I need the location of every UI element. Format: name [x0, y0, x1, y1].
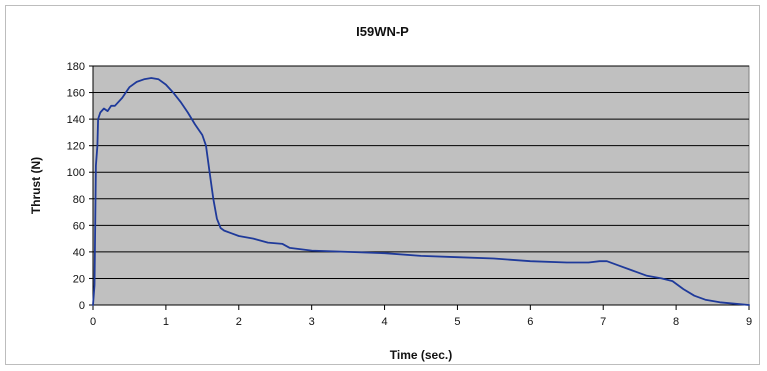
thrust-series-line — [92, 77, 750, 306]
y-tick-label: 180 — [67, 61, 85, 73]
x-tick-label: 0 — [90, 316, 96, 328]
x-axis-title: Time (sec.) — [390, 348, 452, 362]
y-tick-label: 20 — [73, 273, 85, 285]
x-tick-label: 9 — [746, 316, 752, 328]
chart-title: I59WN-P — [356, 24, 409, 39]
y-tick-label: 60 — [73, 220, 85, 232]
y-tick-label: 0 — [79, 300, 85, 312]
x-tick-label: 6 — [527, 316, 533, 328]
y-tick-label: 80 — [73, 194, 85, 206]
y-tick-label: 160 — [67, 88, 85, 100]
x-tick-label: 7 — [600, 316, 606, 328]
y-tick-label: 40 — [73, 247, 85, 259]
y-axis-title: Thrust (N) — [29, 157, 43, 214]
x-tick-label: 4 — [381, 316, 387, 328]
y-tick-label: 120 — [67, 141, 85, 153]
x-tick-label: 1 — [163, 316, 169, 328]
x-tick-label: 8 — [673, 316, 679, 328]
x-tick-label: 3 — [309, 316, 315, 328]
y-tick-label: 140 — [67, 114, 85, 126]
x-tick-label: 5 — [454, 316, 460, 328]
plot-area — [92, 65, 750, 306]
x-tick-label: 2 — [236, 316, 242, 328]
y-tick-label: 100 — [67, 167, 85, 179]
